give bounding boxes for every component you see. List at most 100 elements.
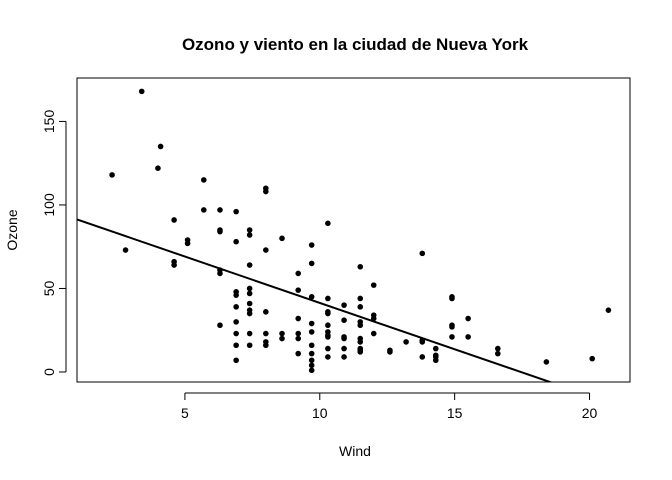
data-point bbox=[233, 357, 239, 364]
data-point bbox=[370, 330, 377, 337]
data-point bbox=[246, 310, 253, 317]
data-point bbox=[233, 208, 239, 215]
data-point bbox=[138, 88, 145, 95]
data-point bbox=[233, 330, 239, 337]
data-point bbox=[341, 302, 347, 308]
regression-line bbox=[77, 218, 554, 382]
data-point bbox=[246, 290, 253, 297]
data-point bbox=[184, 240, 191, 247]
data-point bbox=[279, 235, 285, 242]
data-point bbox=[233, 238, 239, 245]
data-point bbox=[357, 304, 364, 310]
data-point bbox=[263, 309, 269, 315]
data-point bbox=[308, 342, 315, 349]
data-point bbox=[341, 335, 347, 342]
data-point bbox=[233, 304, 239, 310]
data-point bbox=[308, 350, 315, 357]
plot-frame bbox=[76, 77, 631, 383]
x-tick-label: 5 bbox=[181, 405, 189, 421]
data-point bbox=[357, 339, 364, 345]
data-point bbox=[341, 354, 347, 360]
data-point bbox=[449, 324, 455, 330]
y-tick-label: 100 bbox=[41, 193, 57, 217]
data-point bbox=[495, 345, 501, 352]
data-point bbox=[217, 270, 223, 277]
data-point bbox=[263, 342, 269, 349]
data-point bbox=[308, 260, 315, 267]
y-axis-label: Ozone bbox=[4, 209, 20, 250]
data-point bbox=[308, 367, 315, 374]
data-point bbox=[357, 263, 364, 270]
data-point bbox=[157, 143, 164, 150]
data-point bbox=[589, 355, 596, 362]
data-point bbox=[217, 228, 223, 235]
data-point bbox=[419, 250, 426, 257]
data-point bbox=[122, 247, 129, 253]
data-point bbox=[357, 295, 364, 302]
data-point bbox=[325, 345, 331, 352]
data-point bbox=[325, 220, 331, 227]
data-point bbox=[233, 319, 239, 325]
data-point bbox=[308, 294, 315, 300]
data-point bbox=[171, 262, 177, 268]
data-point bbox=[233, 342, 239, 349]
data-point bbox=[341, 317, 347, 323]
data-point bbox=[263, 330, 269, 337]
data-point bbox=[308, 362, 315, 369]
data-point bbox=[295, 335, 302, 342]
data-point bbox=[325, 334, 331, 340]
y-tick-label: 150 bbox=[41, 110, 57, 134]
data-point bbox=[279, 335, 285, 342]
data-point bbox=[295, 350, 302, 357]
data-point bbox=[419, 354, 426, 360]
data-point bbox=[465, 334, 471, 340]
data-point bbox=[246, 330, 253, 337]
data-point bbox=[217, 207, 223, 213]
data-point bbox=[263, 247, 269, 253]
data-point bbox=[357, 322, 364, 329]
data-point bbox=[308, 329, 315, 335]
data-point bbox=[432, 345, 439, 352]
data-point bbox=[155, 165, 161, 171]
data-point bbox=[246, 227, 253, 233]
data-point bbox=[325, 322, 331, 329]
data-point bbox=[246, 262, 253, 268]
data-point bbox=[370, 282, 377, 288]
chart-title: Ozono y viento en la ciudad de Nueva Yor… bbox=[182, 35, 529, 54]
x-tick-label: 15 bbox=[447, 405, 463, 421]
y-axis: 0 50 100 150 bbox=[41, 110, 67, 376]
data-point bbox=[325, 310, 331, 317]
data-point bbox=[432, 357, 439, 364]
data-points bbox=[109, 88, 612, 374]
data-point bbox=[233, 292, 239, 298]
data-point bbox=[465, 315, 471, 322]
data-point bbox=[109, 172, 115, 178]
data-point bbox=[543, 359, 550, 365]
data-point bbox=[325, 295, 331, 302]
data-point bbox=[246, 232, 253, 238]
data-point bbox=[295, 270, 302, 277]
x-tick-label: 20 bbox=[582, 405, 598, 421]
x-axis: 5 10 15 20 bbox=[181, 392, 598, 421]
data-point bbox=[357, 349, 364, 355]
y-tick-label: 50 bbox=[41, 280, 57, 296]
data-point bbox=[341, 345, 347, 352]
y-tick-label: 0 bbox=[41, 368, 57, 376]
data-point bbox=[449, 334, 455, 340]
data-point bbox=[605, 307, 612, 313]
data-point bbox=[308, 242, 315, 248]
x-tick-label: 10 bbox=[312, 405, 328, 421]
data-point bbox=[308, 357, 315, 364]
data-point bbox=[325, 354, 331, 360]
data-point bbox=[449, 295, 455, 302]
data-point bbox=[403, 339, 409, 345]
data-point bbox=[295, 330, 302, 337]
data-point bbox=[171, 217, 177, 223]
data-point bbox=[308, 320, 315, 327]
data-point bbox=[419, 339, 426, 345]
data-point bbox=[295, 287, 302, 293]
data-point bbox=[200, 177, 207, 183]
x-axis-label: Wind bbox=[339, 443, 371, 459]
data-point bbox=[295, 315, 302, 322]
